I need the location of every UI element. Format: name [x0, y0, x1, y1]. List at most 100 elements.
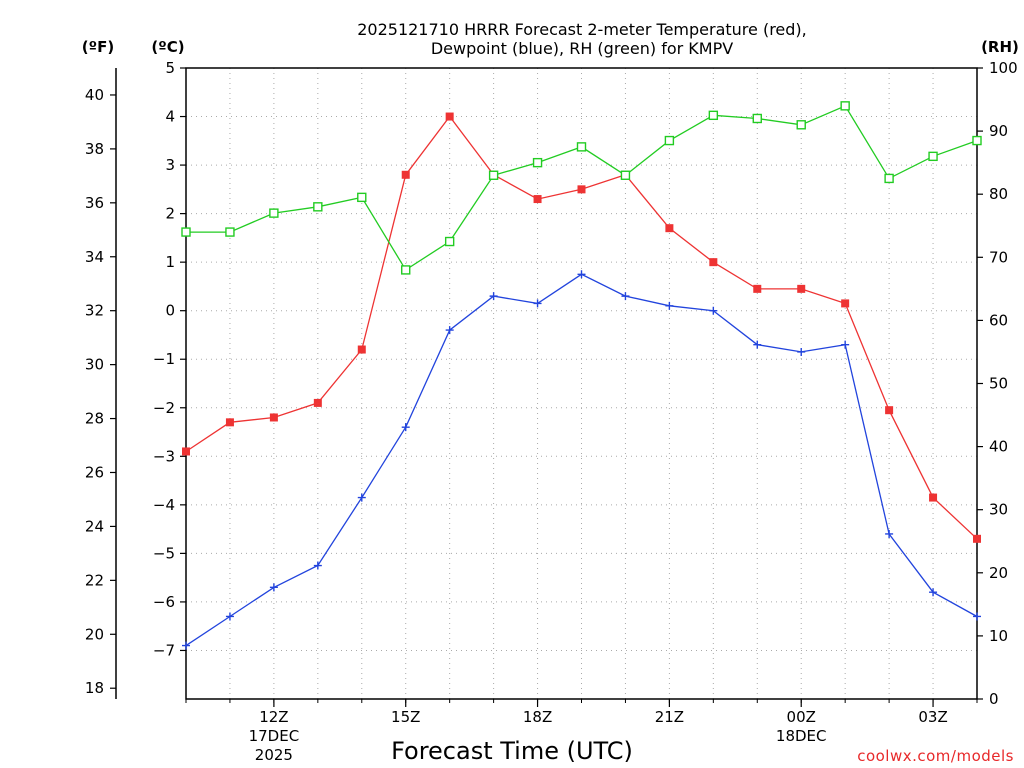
dewpoint-point [445, 326, 454, 335]
rh-point [488, 170, 499, 180]
dewpoint-point [225, 612, 234, 621]
celsius-tick-label: 0 [165, 302, 175, 320]
rh-tick-label: 30 [989, 501, 1008, 519]
temperature-point [665, 224, 674, 233]
dewpoint-point [357, 493, 366, 502]
fahrenheit-tick-label: 40 [85, 86, 104, 104]
x-tick-label: 15Z [391, 708, 420, 726]
fahrenheit-tick-label: 24 [85, 517, 104, 535]
dewpoint-line [185, 273, 978, 647]
celsius-tick-label: 2 [165, 205, 175, 223]
temperature-point [357, 345, 366, 354]
rh-tick-label: 10 [989, 627, 1008, 645]
celsius-unit-label: (ºC) [151, 38, 184, 56]
rh-tick-label: 50 [989, 375, 1008, 393]
chart-axes: 543210−1−2−3−4−5−6−740383634323028262422… [85, 59, 1018, 764]
rh-point [225, 227, 235, 237]
fahrenheit-tick-label: 28 [85, 410, 104, 428]
temperature-point [841, 299, 850, 308]
rh-point [181, 227, 191, 237]
x-tick-label: 00Z [787, 708, 816, 726]
rh-point [401, 265, 411, 275]
temperature-point [797, 284, 806, 293]
temperature-point [182, 447, 190, 456]
celsius-tick-label: −6 [153, 593, 175, 611]
temperature-point [753, 284, 762, 293]
rh-point [269, 208, 279, 218]
rh-point [752, 113, 762, 124]
fahrenheit-tick-label: 18 [85, 679, 104, 697]
celsius-tick-label: 5 [165, 59, 175, 77]
fahrenheit-unit-label: (ºF) [82, 38, 114, 56]
celsius-tick-label: −7 [153, 641, 175, 659]
fahrenheit-tick-label: 26 [85, 463, 104, 481]
dewpoint-point [841, 340, 850, 349]
x-tick-label: 18DEC [776, 727, 827, 745]
rh-point [708, 110, 719, 121]
dewpoint-point [885, 529, 894, 538]
fahrenheit-tick-label: 30 [85, 356, 104, 374]
temperature-point [225, 418, 234, 427]
chart-title-line1: 2025121710 HRRR Forecast 2-meter Tempera… [357, 20, 807, 39]
rh-point [444, 236, 455, 247]
dewpoint-point [973, 612, 981, 621]
dewpoint-point [533, 299, 542, 308]
dewpoint-point [621, 292, 630, 301]
rh-point [620, 170, 631, 180]
rh-tick-label: 70 [989, 248, 1008, 266]
fahrenheit-tick-label: 20 [85, 625, 104, 643]
rh-point [972, 135, 982, 146]
rh-tick-label: 20 [989, 564, 1008, 582]
credit-label: coolwx.com/models [857, 747, 1014, 765]
rh-tick-label: 80 [989, 185, 1008, 203]
dewpoint-point [577, 270, 586, 279]
rh-tick-label: 100 [989, 59, 1018, 77]
dewpoint-point [269, 583, 278, 592]
series-layer [181, 101, 982, 650]
fahrenheit-tick-label: 38 [85, 140, 104, 158]
rh-point [313, 202, 323, 212]
series-dewpoint [182, 270, 981, 650]
celsius-tick-label: 3 [165, 156, 175, 174]
celsius-tick-label: 4 [165, 108, 175, 126]
temperature-point [533, 195, 542, 204]
x-tick-label: 03Z [918, 708, 947, 726]
rh-point [576, 142, 587, 152]
x-tick-label: 2025 [255, 746, 293, 764]
temperature-line [185, 115, 978, 540]
rh-unit-label: (RH) [981, 38, 1019, 56]
rh-tick-label: 90 [989, 122, 1008, 140]
celsius-tick-label: 1 [165, 253, 175, 271]
rh-tick-label: 0 [989, 690, 999, 708]
dewpoint-point [313, 561, 322, 570]
rh-point [532, 157, 543, 168]
temperature-point [313, 398, 322, 407]
dewpoint-point [709, 306, 718, 315]
temperature-point [269, 413, 278, 422]
dewpoint-point [929, 588, 938, 597]
celsius-tick-label: −2 [153, 399, 175, 417]
temperature-point [445, 112, 454, 121]
temperature-point [577, 185, 586, 194]
temperature-point [401, 170, 410, 179]
dewpoint-point [753, 340, 762, 349]
x-axis-title: Forecast Time (UTC) [391, 737, 633, 765]
rh-point [884, 173, 894, 184]
temperature-point [929, 493, 938, 502]
dewpoint-point [401, 423, 410, 432]
fahrenheit-tick-label: 32 [85, 302, 104, 320]
chart-title-line2: Dewpoint (blue), RH (green) for KMPV [431, 39, 733, 58]
rh-tick-label: 40 [989, 438, 1008, 456]
fahrenheit-tick-label: 36 [85, 194, 104, 212]
fahrenheit-tick-label: 34 [85, 248, 104, 266]
temperature-point [709, 258, 718, 267]
temperature-point [973, 534, 981, 543]
celsius-tick-label: −5 [153, 544, 175, 562]
dewpoint-point [489, 292, 498, 301]
grid-lines [186, 67, 977, 699]
dewpoint-point [797, 347, 806, 356]
rh-point [840, 101, 850, 111]
rh-tick-label: 60 [989, 311, 1008, 329]
rh-point [796, 120, 806, 130]
